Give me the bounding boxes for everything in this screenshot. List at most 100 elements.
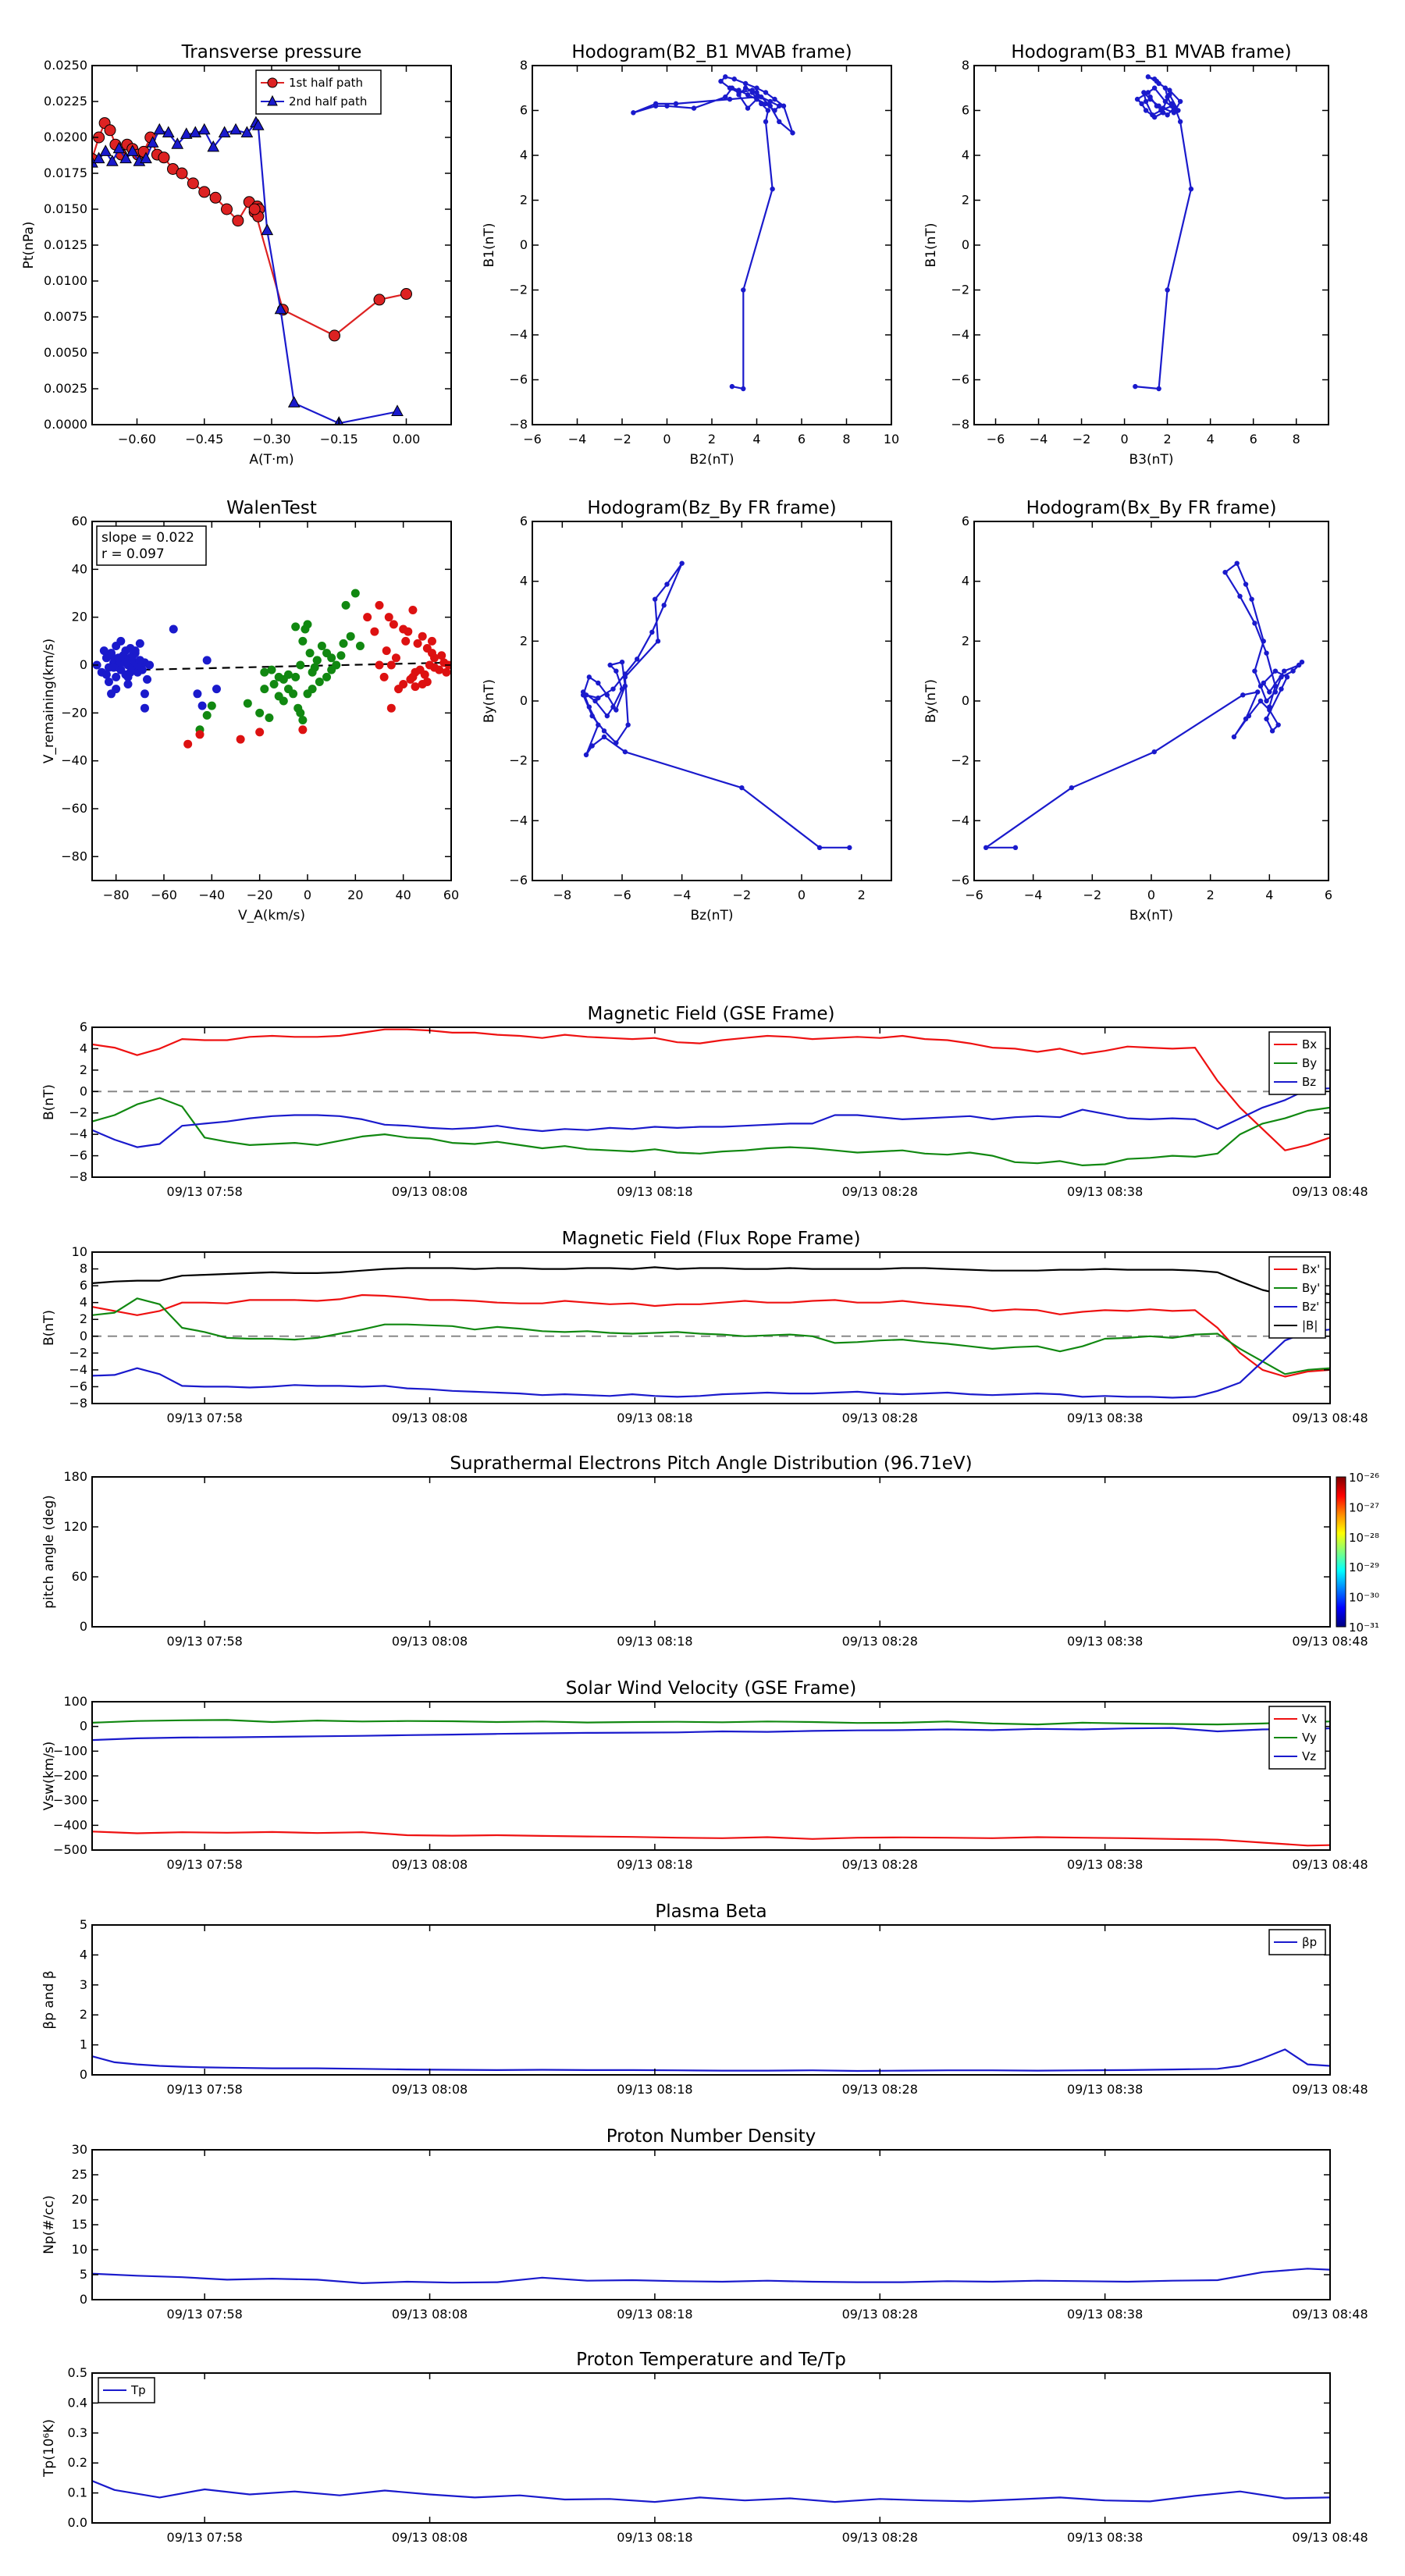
data-point bbox=[303, 689, 312, 699]
x-axis-label: B3(nT) bbox=[1129, 452, 1174, 468]
x-tick-label: 09/13 08:48 bbox=[1292, 2530, 1368, 2545]
data-point bbox=[729, 85, 735, 91]
data-point bbox=[1139, 101, 1144, 107]
x-tick-label: 0.00 bbox=[393, 432, 421, 447]
data-point bbox=[255, 728, 265, 737]
series-group bbox=[580, 560, 852, 851]
x-tick-label: 2 bbox=[1164, 432, 1172, 447]
x-tick-label: 09/13 07:58 bbox=[167, 1634, 243, 1649]
data-point bbox=[679, 560, 685, 566]
y-tick-label: 0.4 bbox=[68, 2395, 87, 2410]
x-tick-label: −0.15 bbox=[320, 432, 358, 447]
x-tick-label: 09/13 08:18 bbox=[617, 1184, 692, 1199]
data-point bbox=[126, 667, 135, 677]
x-tick-label: 0 bbox=[663, 432, 670, 447]
data-point bbox=[418, 632, 427, 641]
chart-title: Hodogram(Bx_By FR frame) bbox=[1026, 498, 1277, 518]
x-tick-label: 09/13 08:48 bbox=[1292, 1857, 1368, 1872]
x-tick-label: −4 bbox=[1030, 432, 1048, 447]
y-tick-label: −2 bbox=[509, 753, 528, 768]
data-point bbox=[140, 689, 149, 699]
data-point bbox=[1165, 112, 1170, 118]
data-point bbox=[983, 845, 989, 851]
y-axis-label: V_remaining(km/s) bbox=[41, 639, 57, 763]
data-point bbox=[112, 141, 126, 154]
data-point bbox=[727, 96, 733, 102]
data-point bbox=[589, 743, 595, 749]
x-tick-label: 09/13 08:08 bbox=[392, 2307, 468, 2322]
data-point bbox=[116, 636, 126, 646]
series-line bbox=[92, 2480, 1330, 2503]
x-tick-label: 09/13 08:28 bbox=[842, 1411, 918, 1425]
chart-panel: Hodogram(B3_B1 MVAB frame) −6 −4 −2 0 2 4 6 8 −8 −… bbox=[923, 42, 1329, 468]
series-line bbox=[92, 1097, 1330, 1167]
y-tick-label: 2 bbox=[520, 193, 528, 208]
data-point bbox=[781, 103, 787, 109]
y-tick-label: 40 bbox=[72, 561, 87, 576]
data-point bbox=[1279, 686, 1284, 692]
y-tick-label: −2 bbox=[69, 1105, 87, 1120]
chart-panel: Magnetic Field (GSE Frame) 09/13 07:58 09/… bbox=[41, 1004, 1368, 1199]
y-tick-label: 0 bbox=[962, 237, 969, 252]
axes-frame bbox=[91, 1924, 1331, 2076]
data-point bbox=[114, 653, 123, 663]
data-point bbox=[736, 87, 742, 93]
data-point bbox=[614, 740, 619, 745]
data-point bbox=[312, 656, 322, 665]
y-tick-label: 30 bbox=[72, 2142, 87, 2157]
data-point bbox=[296, 660, 305, 670]
legend-label: By bbox=[1302, 1056, 1317, 1070]
data-point bbox=[739, 785, 745, 791]
series-line bbox=[92, 2048, 1330, 2073]
data-point bbox=[427, 649, 436, 658]
x-tick-label: 09/13 08:28 bbox=[842, 1184, 918, 1199]
chart-panel: Suprathermal Electrons Pitch Angle Distr… bbox=[41, 1453, 1379, 1649]
data-point bbox=[180, 127, 193, 139]
data-point bbox=[260, 667, 269, 677]
data-point bbox=[731, 76, 737, 82]
x-tick-label: 09/13 08:48 bbox=[1292, 2082, 1368, 2097]
series-line bbox=[92, 1329, 1330, 1399]
y-tick-label: 6 bbox=[520, 103, 528, 118]
data-point bbox=[1154, 78, 1160, 84]
data-point bbox=[664, 582, 670, 587]
data-point bbox=[209, 191, 222, 204]
x-axis-label: A(T·m) bbox=[249, 452, 293, 468]
chart-title: Transverse pressure bbox=[181, 42, 362, 62]
data-point bbox=[634, 656, 640, 662]
y-tick-label: 15 bbox=[72, 2217, 87, 2232]
data-point bbox=[1151, 749, 1157, 755]
legend-box bbox=[255, 69, 382, 115]
data-point bbox=[1167, 87, 1172, 93]
data-point bbox=[145, 660, 155, 670]
legend: Bx' By' Bz' |B| bbox=[1268, 1256, 1326, 1339]
data-point bbox=[601, 734, 607, 740]
data-point bbox=[1272, 689, 1279, 695]
y-tick-label: 60 bbox=[72, 514, 87, 528]
data-point bbox=[255, 708, 265, 717]
y-tick-label: −6 bbox=[69, 1148, 87, 1163]
data-point bbox=[236, 735, 245, 744]
axes-frame bbox=[973, 65, 1329, 425]
data-point bbox=[765, 108, 771, 113]
data-point bbox=[107, 651, 116, 660]
data-point bbox=[135, 639, 144, 648]
data-point bbox=[610, 686, 616, 692]
y-tick-label: 8 bbox=[80, 1261, 87, 1276]
y-tick-label: 4 bbox=[80, 1041, 87, 1055]
data-point bbox=[729, 383, 735, 390]
x-tick-label: 2 bbox=[708, 432, 716, 447]
data-point bbox=[1243, 582, 1249, 587]
x-tick-label: 4 bbox=[1207, 432, 1215, 447]
y-tick-label: 2 bbox=[962, 193, 969, 208]
data-point bbox=[437, 651, 446, 660]
data-point bbox=[1222, 569, 1228, 575]
y-tick-label: 5 bbox=[80, 2267, 87, 2282]
x-tick-label: 60 bbox=[443, 888, 459, 902]
y-tick-label: 0.0125 bbox=[44, 237, 87, 252]
data-point bbox=[143, 674, 152, 684]
y-tick-label: 2 bbox=[80, 2007, 87, 2022]
x-tick-label: 6 bbox=[798, 432, 806, 447]
y-tick-label: −4 bbox=[509, 813, 528, 827]
data-point bbox=[310, 663, 319, 672]
